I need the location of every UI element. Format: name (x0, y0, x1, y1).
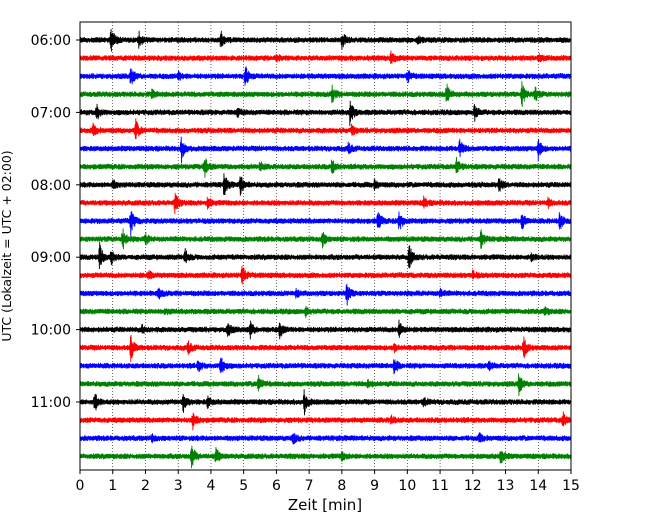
seismogram-trace (79, 305, 572, 319)
x-tick-label: 8 (337, 478, 346, 494)
y-axis-label: UTC (Lokalzeit = UTC + 02:00) (0, 150, 14, 341)
seismogram-trace (79, 192, 572, 215)
x-tick-label: 10 (398, 478, 416, 494)
seismogram-trace (79, 156, 572, 178)
x-tick-label: 6 (272, 478, 281, 494)
seismogram-trace (79, 265, 572, 285)
x-tick-label: 0 (76, 478, 85, 494)
y-tick-label: 11:00 (31, 395, 71, 411)
seismogram-trace (79, 319, 572, 340)
x-tick-label: 9 (370, 478, 379, 494)
seismogram-trace (79, 242, 572, 270)
y-axis-ticks: 06:00 07:00 08:00 09:00 10:00 11:00 (31, 33, 80, 411)
traces (79, 28, 572, 469)
seismogram-trace (79, 357, 572, 375)
x-tick-label: 15 (562, 478, 580, 494)
y-tick-label: 10:00 (31, 323, 71, 339)
x-axis-label: Zeit [min] (288, 496, 362, 514)
seismogram-trace (79, 118, 572, 140)
x-tick-label: 13 (497, 478, 515, 494)
seismogram-trace (79, 334, 572, 363)
seismogram-trace (79, 228, 572, 250)
y-tick-label: 09:00 (31, 250, 71, 266)
seismogram-trace (79, 445, 572, 469)
seismogram-trace (79, 283, 572, 306)
x-tick-label: 5 (239, 478, 248, 494)
y-tick-label: 08:00 (31, 178, 71, 194)
x-tick-label: 14 (529, 478, 547, 494)
seismogram-trace (79, 431, 572, 445)
seismogram-trace (79, 136, 572, 164)
x-axis-ticks: 0 1 2 3 4 5 6 7 8 9 10 11 12 13 14 15 (76, 470, 580, 494)
plot-frame (79, 21, 572, 471)
x-tick-label: 2 (141, 478, 150, 494)
x-tick-label: 12 (464, 478, 482, 494)
y-tick-label: 07:00 (31, 105, 71, 121)
seismogram-trace (79, 373, 572, 397)
seismogram-trace (79, 100, 572, 127)
x-tick-label: 4 (206, 478, 215, 494)
seismogram-trace (79, 50, 572, 64)
x-tick-label: 3 (174, 478, 183, 494)
seismogram-trace (79, 173, 572, 196)
seismogram-trace (79, 411, 572, 431)
seismogram-trace (79, 81, 572, 107)
seismogram-trace (79, 28, 572, 52)
y-tick-label: 06:00 (31, 33, 71, 49)
x-tick-label: 11 (431, 478, 449, 494)
x-tick-label: 7 (305, 478, 314, 494)
x-tick-label: 1 (108, 478, 117, 494)
seismogram-trace (79, 66, 572, 86)
seismogram-trace (79, 211, 572, 237)
seismogram-trace (79, 389, 572, 416)
